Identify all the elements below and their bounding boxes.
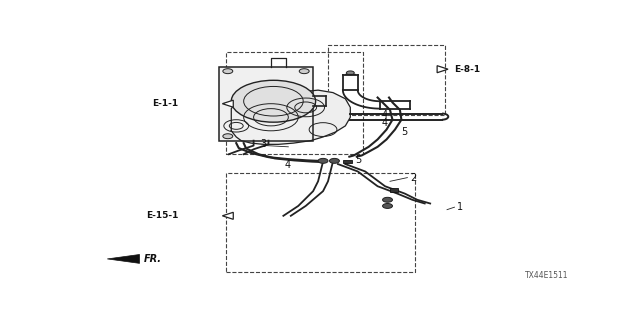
Text: TX44E1511: TX44E1511 [525, 271, 568, 280]
Text: 2: 2 [410, 172, 416, 183]
Text: 4: 4 [381, 110, 388, 120]
Polygon shape [222, 212, 233, 219]
Circle shape [318, 158, 328, 163]
Circle shape [223, 134, 233, 139]
Polygon shape [437, 66, 448, 73]
Text: 4: 4 [381, 118, 388, 128]
Circle shape [231, 80, 316, 122]
Polygon shape [108, 254, 140, 263]
Circle shape [383, 204, 392, 208]
Text: E-1-1: E-1-1 [152, 99, 178, 108]
Bar [390, 188, 399, 192]
Circle shape [300, 69, 309, 74]
Text: 3: 3 [260, 139, 266, 149]
Bar [227, 52, 363, 154]
Polygon shape [222, 100, 233, 107]
Circle shape [383, 197, 392, 202]
Text: E-8-1: E-8-1 [454, 65, 481, 74]
Text: 4: 4 [285, 160, 291, 170]
Text: 5: 5 [355, 156, 362, 165]
Text: FR.: FR. [143, 254, 161, 264]
Polygon shape [231, 90, 350, 144]
Text: 5: 5 [401, 127, 408, 137]
Bar [227, 173, 415, 273]
Circle shape [330, 158, 339, 163]
Circle shape [223, 69, 233, 74]
Text: 1: 1 [457, 202, 463, 212]
Bar [344, 160, 352, 163]
Circle shape [346, 71, 355, 75]
Bar [328, 44, 445, 115]
Bar [219, 67, 313, 141]
Text: E-15-1: E-15-1 [146, 211, 178, 220]
